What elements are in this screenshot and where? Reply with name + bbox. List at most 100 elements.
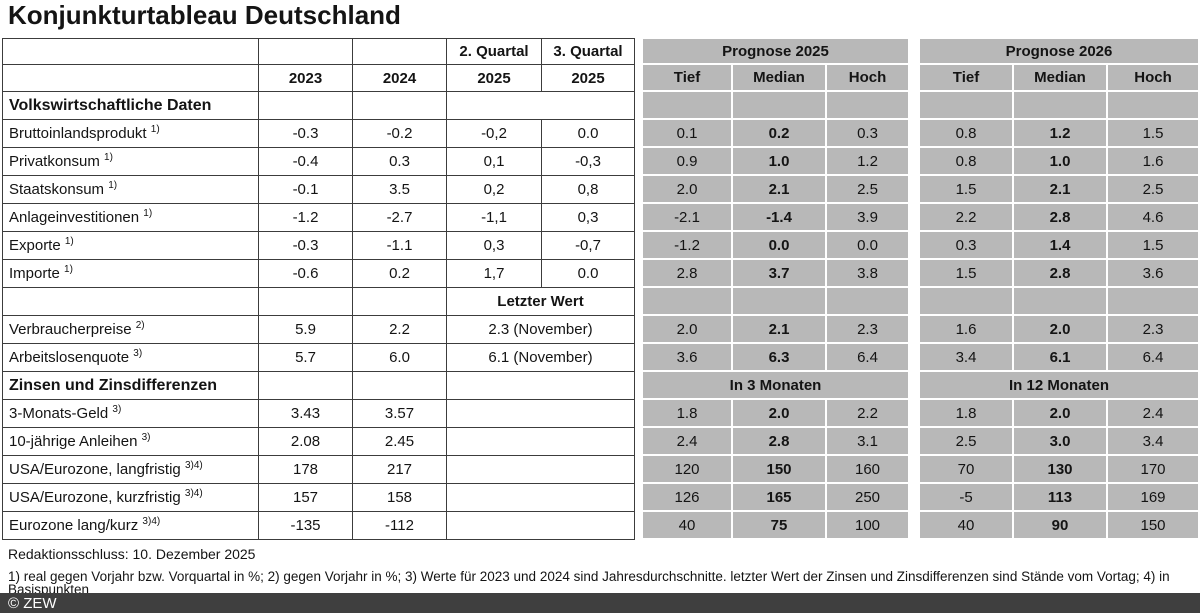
footnote-ref: 3) <box>133 348 143 359</box>
row-label: Anlageinvestitionen 1) <box>2 203 259 232</box>
prognose-2026-hoch: 1.5 <box>1107 119 1199 147</box>
table-row: Bruttoinlandsprodukt 1) -0.3 -0.2 -0,2 0.0 <box>2 119 635 148</box>
cell-2024: -1.1 <box>352 231 447 260</box>
header-2024: 2024 <box>352 64 447 92</box>
cell-2023: -0.3 <box>258 231 353 260</box>
prognose-2025-tief: 3.6 <box>642 343 732 371</box>
prognose-2025-median: 1.0 <box>732 147 826 175</box>
prognose-2025-median: 2.8 <box>732 427 826 455</box>
empty-cell <box>642 287 732 315</box>
cell-2024: 6.0 <box>352 343 447 372</box>
row-label-text: Eurozone lang/kurz <box>9 517 139 534</box>
prognose-2026-hoch: 1.5 <box>1107 231 1199 259</box>
prognose-2026-median: 2.8 <box>1013 203 1107 231</box>
prognose-2026-header: Prognose 2026 <box>919 38 1199 64</box>
prognose-2026-median: 90 <box>1013 511 1107 539</box>
section-label: Volkswirtschaftliche Daten <box>2 91 259 120</box>
table-row: 3-Monats-Geld 3) 3.43 3.57 <box>2 399 635 428</box>
cell-2024: -0.2 <box>352 119 447 148</box>
horizon-3-monate-header: In 3 Monaten <box>642 371 909 399</box>
column-gap <box>909 315 919 343</box>
empty-cell <box>258 91 353 120</box>
row-label: USA/Eurozone, langfristig 3)4) <box>2 455 259 484</box>
column-gap <box>909 175 919 203</box>
row-label-text: Staatskonsum <box>9 181 105 198</box>
section-label: Zinsen und Zinsdifferenzen <box>2 371 259 400</box>
column-gap <box>909 455 919 483</box>
footnote-ref: 3) <box>141 432 151 443</box>
prognose-2026-hoch: 6.4 <box>1107 343 1199 371</box>
footnote-ref: 2) <box>135 320 145 331</box>
prognose-2025-hoch: 2.2 <box>826 399 909 427</box>
empty-cell <box>352 287 447 316</box>
prognose-2026-median: 1.0 <box>1013 147 1107 175</box>
prognose-2025-median: 165 <box>732 483 826 511</box>
table-row: Importe 1) -0.6 0.2 1,7 0.0 <box>2 259 635 288</box>
table-row: Arbeitslosenquote 3) 5.7 6.0 6.1 (November) <box>2 343 635 372</box>
prognose-2026-hoch: 1.6 <box>1107 147 1199 175</box>
prognose-2026-tief: 2.2 <box>919 203 1013 231</box>
cell-2023: 5.7 <box>258 343 353 372</box>
prognose-2025-hoch: 2.3 <box>826 315 909 343</box>
cell-2024: 3.5 <box>352 175 447 204</box>
cell-2023: -0.1 <box>258 175 353 204</box>
prognose-2026-tief: 3.4 <box>919 343 1013 371</box>
prognose-2025-median: -1.4 <box>732 203 826 231</box>
editorial-deadline: Redaktionsschluss: 10. Dezember 2025 <box>8 546 256 562</box>
row-label-text: Importe <box>9 265 60 282</box>
prognose-2025-tief: 2.8 <box>642 259 732 287</box>
prognose-2026-hoch: 3.4 <box>1107 427 1199 455</box>
prognose-2026-hoch: 170 <box>1107 455 1199 483</box>
prognose-2026-tief: 1.5 <box>919 259 1013 287</box>
cell-letzter-wert: 6.1 (November) <box>446 343 635 372</box>
cell-2024: 2.45 <box>352 427 447 456</box>
row-label: Eurozone lang/kurz 3)4) <box>2 511 259 540</box>
row-label <box>2 287 259 316</box>
empty-cell <box>1107 287 1199 315</box>
prognose-2026-tief: 70 <box>919 455 1013 483</box>
cell-q3-2025: 0.0 <box>541 259 635 288</box>
cell-2023: 3.43 <box>258 399 353 428</box>
prognose-2026-tief: 0.8 <box>919 147 1013 175</box>
page-title: Konjunkturtableau Deutschland <box>8 0 401 30</box>
prognose-2026-hoch: 2.3 <box>1107 315 1199 343</box>
prognose-2026-tief: 2.5 <box>919 427 1013 455</box>
cell-2023: 157 <box>258 483 353 512</box>
row-label-text: 10-jährige Anleihen <box>9 433 138 450</box>
prognose-2025-tief: 40 <box>642 511 732 539</box>
table-row: Verbraucherpreise 2) 5.9 2.2 2.3 (November) <box>2 315 635 344</box>
empty-cell <box>352 371 447 400</box>
footnote-ref: 1) <box>64 264 73 275</box>
header-hoch-2025: Hoch <box>826 64 909 91</box>
prognose-2025-median: 0.0 <box>732 231 826 259</box>
prognose-2025-tief: -1.2 <box>642 231 732 259</box>
row-label-text: USA/Eurozone, kurzfristig <box>9 489 181 506</box>
prognose-2025-tief: 1.8 <box>642 399 732 427</box>
table-row: Exporte 1) -0.3 -1.1 0,3 -0,7 <box>2 231 635 260</box>
column-gap <box>909 119 919 147</box>
prognose-2025-median: 2.1 <box>732 315 826 343</box>
column-gap <box>909 203 919 231</box>
cell-q3-2025: 0.0 <box>541 119 635 148</box>
cell-q3-2025: 0,3 <box>541 203 635 232</box>
footnote-ref: 1) <box>64 236 74 247</box>
footnote-ref: 1) <box>143 208 153 219</box>
cell-q3-2025: -0,7 <box>541 231 635 260</box>
main-table: 2. Quartal 3. Quartal 2023 2024 2025 202… <box>2 38 635 540</box>
row-label-text: Bruttoinlandsprodukt <box>9 125 147 142</box>
prognose-2025-hoch: 0.0 <box>826 231 909 259</box>
column-gap <box>909 259 919 287</box>
cell-2024: 2.2 <box>352 315 447 344</box>
row-label-text: Arbeitslosenquote <box>9 349 130 366</box>
prognose-2026-median: 6.1 <box>1013 343 1107 371</box>
table-row: Eurozone lang/kurz 3)4) -135 -112 <box>2 511 635 540</box>
row-label-text: 3-Monats-Geld <box>9 405 109 422</box>
prognose-2026-hoch: 150 <box>1107 511 1199 539</box>
prognose-2026-tief: 40 <box>919 511 1013 539</box>
table-row: Anlageinvestitionen 1) -1.2 -2.7 -1,1 0,3 <box>2 203 635 232</box>
prognose-2025-tief: -2.1 <box>642 203 732 231</box>
table-row: Zinsen und Zinsdifferenzen <box>2 371 635 400</box>
cell-q2-2025: -0,2 <box>446 119 542 148</box>
cell-q3-2025: 0,8 <box>541 175 635 204</box>
row-label: Exporte 1) <box>2 231 259 260</box>
